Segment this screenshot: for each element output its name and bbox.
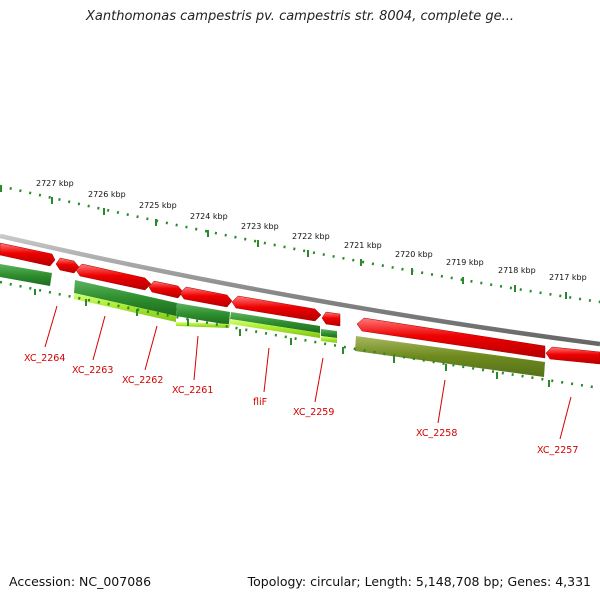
cds-arrow[interactable] bbox=[321, 311, 341, 327]
cds-arrow[interactable] bbox=[356, 317, 546, 359]
kbp-label-2723: 2723 kbp bbox=[241, 222, 279, 231]
cds-arrow[interactable] bbox=[148, 280, 184, 299]
gene-label-xc-2264[interactable]: XC_2264 bbox=[24, 353, 65, 364]
track-block-light-green[interactable] bbox=[74, 293, 176, 322]
track-block-light-green[interactable] bbox=[230, 319, 320, 338]
inner-major-ticks bbox=[34, 289, 550, 387]
kbp-label-2722: 2722 kbp bbox=[292, 232, 330, 241]
track-block-light-green[interactable] bbox=[321, 336, 337, 343]
track-block-dark-green[interactable] bbox=[230, 312, 320, 333]
feature-track bbox=[0, 264, 545, 377]
gene-label-flif[interactable]: fliF bbox=[253, 397, 267, 408]
gene-label-xc-2262[interactable]: XC_2262 bbox=[122, 375, 163, 386]
track-block-dark-green[interactable] bbox=[0, 264, 52, 286]
kbp-label-2720: 2720 kbp bbox=[395, 250, 433, 259]
track-block-olive[interactable] bbox=[355, 336, 545, 377]
kbp-label-2718: 2718 kbp bbox=[498, 266, 536, 275]
gene-label-xc-2261[interactable]: XC_2261 bbox=[172, 385, 213, 396]
inner-dotted-track bbox=[0, 280, 600, 390]
gene-leader-lines bbox=[44, 305, 572, 440]
kbp-label-2721: 2721 kbp bbox=[344, 241, 382, 250]
genome-summary-text: Topology: circular; Length: 5,148,708 bp… bbox=[247, 574, 591, 589]
kbp-label-2725: 2725 kbp bbox=[139, 201, 177, 210]
track-block-dark-green[interactable] bbox=[74, 280, 177, 316]
kbp-label-2727: 2727 kbp bbox=[36, 179, 74, 188]
gene-label-xc-2258[interactable]: XC_2258 bbox=[416, 428, 457, 439]
cds-arrow[interactable] bbox=[75, 263, 152, 291]
cds-arrow[interactable] bbox=[545, 346, 600, 365]
cds-arrow[interactable] bbox=[0, 242, 56, 267]
kbp-label-2717: 2717 kbp bbox=[549, 273, 587, 282]
ruler-major-ticks bbox=[0, 186, 567, 299]
cds-arrow[interactable] bbox=[179, 286, 233, 308]
kbp-label-2724: 2724 kbp bbox=[190, 212, 228, 221]
kbp-label-2719: 2719 kbp bbox=[446, 258, 484, 267]
map-title: Xanthomonas campestris pv. campestris st… bbox=[86, 9, 514, 24]
gene-label-xc-2259[interactable]: XC_2259 bbox=[293, 407, 334, 418]
track-block-dark-green[interactable] bbox=[176, 303, 230, 325]
gene-label-xc-2257[interactable]: XC_2257 bbox=[537, 445, 578, 456]
gene-label-xc-2263[interactable]: XC_2263 bbox=[72, 365, 113, 376]
cds-arrow[interactable] bbox=[231, 295, 322, 322]
cds-track-forward bbox=[0, 242, 600, 365]
track-block-dark-green[interactable] bbox=[321, 329, 337, 338]
kbp-label-2726: 2726 kbp bbox=[88, 190, 126, 199]
cds-arrow[interactable] bbox=[55, 257, 80, 274]
genome-backbone bbox=[0, 233, 600, 347]
accession-text: Accession: NC_007086 bbox=[9, 574, 152, 589]
